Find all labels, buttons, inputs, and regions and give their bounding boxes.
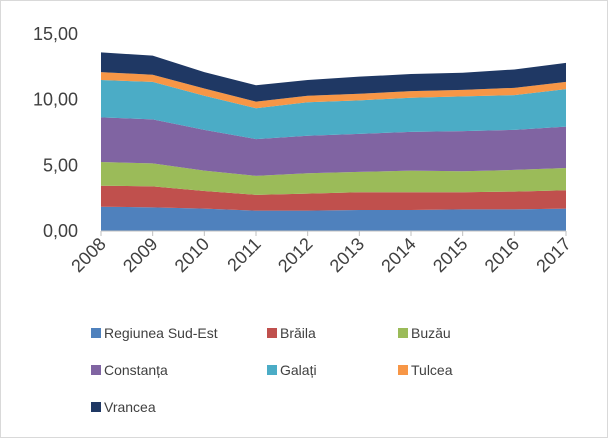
area	[101, 117, 566, 176]
legend-label: Galați	[280, 362, 317, 378]
y-tick-label: 15,00	[33, 24, 78, 44]
y-tick-label: 5,00	[43, 155, 78, 175]
legend-label: Vrancea	[104, 399, 156, 415]
legend-swatch	[91, 328, 101, 338]
y-tick-label: 0,00	[43, 221, 78, 241]
area	[101, 52, 566, 102]
legend-label: Regiunea Sud-Est	[104, 325, 218, 341]
area	[101, 79, 566, 140]
legend-label: Buzău	[411, 325, 451, 341]
legend-swatch	[91, 402, 101, 412]
legend-swatch	[398, 365, 408, 375]
legend-swatch	[267, 328, 277, 338]
area	[101, 206, 566, 231]
area	[101, 72, 566, 109]
legend-swatch	[267, 365, 277, 375]
area	[101, 162, 566, 195]
legend-label: Constanța	[104, 362, 168, 378]
area	[101, 185, 566, 211]
legend-label: Tulcea	[411, 362, 453, 378]
legend-label: Brăila	[280, 325, 316, 341]
legend-swatch	[398, 328, 408, 338]
y-tick-label: 10,00	[33, 90, 78, 110]
legend-swatch	[91, 365, 101, 375]
